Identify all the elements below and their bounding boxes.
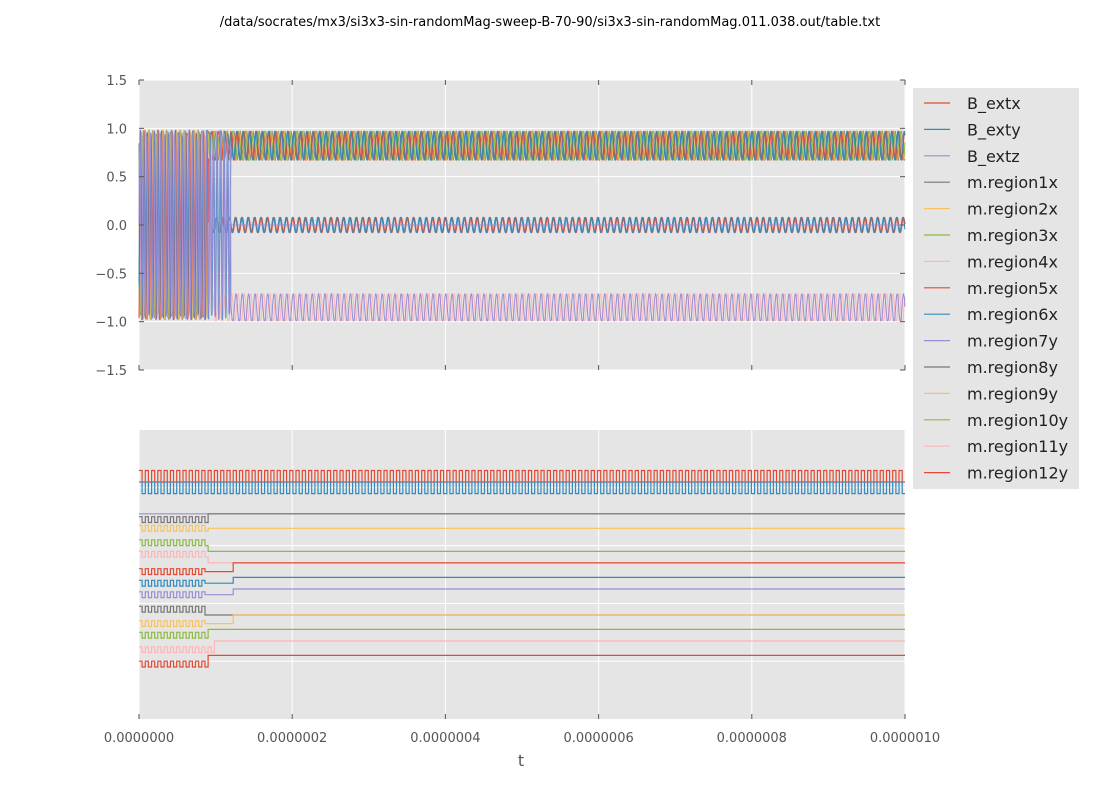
legend-label: m.region12y xyxy=(967,464,1068,483)
bottom-series-line-m.region2x xyxy=(139,524,905,532)
top-y-tick-labels: −1.5 −1.0 −0.5 0.0 0.5 1.0 1.5 xyxy=(95,74,905,379)
bottom-series-line-m.region6x xyxy=(139,576,905,587)
bottom-x-tick-label: 0.0000006 xyxy=(563,731,633,746)
bottom-x-tick-label: 0.0000000 xyxy=(104,731,174,746)
legend-label: m.region3x xyxy=(967,226,1058,245)
legend-label: B_extx xyxy=(967,94,1021,114)
bottom-series-line-m.region7y xyxy=(139,588,905,599)
legend-label: m.region10y xyxy=(967,411,1068,430)
bottom-series-line-B_extx xyxy=(139,469,905,483)
bottom-x-tick-label: 0.0000002 xyxy=(257,731,327,746)
bottom-panel: 0.0000000 0.0000002 0.0000004 0.0000006 0.00… xyxy=(104,430,940,770)
bottom-series-line-m.region1x xyxy=(139,513,905,524)
bottom-series-line-m.region10y xyxy=(139,628,905,639)
top-y-tick-label: 0.0 xyxy=(106,219,127,234)
top-y-tick-label: −1.5 xyxy=(95,364,127,379)
bottom-x-tick-label: 0.0000004 xyxy=(410,731,480,746)
top-series-lines xyxy=(138,129,906,322)
legend-box xyxy=(913,88,1079,489)
legend-label: m.region1x xyxy=(967,173,1058,192)
bottom-series-line-m.region9y xyxy=(139,614,905,628)
bottom-x-tick-label: 0.0000008 xyxy=(717,731,787,746)
bottom-series-line-m.region5x xyxy=(139,562,905,576)
legend-label: m.region4x xyxy=(967,252,1058,271)
legend-label: m.region9y xyxy=(967,384,1058,403)
top-y-tick-label: −1.0 xyxy=(95,316,127,331)
legend-label: B_exty xyxy=(967,120,1021,140)
bottom-series-line-B_exty xyxy=(139,481,905,495)
legend-label: m.region6x xyxy=(967,305,1058,324)
bottom-series-line-m.region11y xyxy=(139,640,905,654)
top-y-tick-label: 0.5 xyxy=(106,171,127,186)
top-y-tick-label: 1.5 xyxy=(106,74,127,89)
x-axis-label: t xyxy=(518,751,524,770)
top-series-line-B_exty xyxy=(138,216,906,234)
bottom-series-line-m.region3x xyxy=(139,539,905,552)
bottom-grid xyxy=(138,430,906,719)
bottom-series-lines xyxy=(139,469,905,668)
top-y-tick-label: −0.5 xyxy=(95,267,127,282)
bottom-series-line-m.region12y xyxy=(139,654,905,668)
legend-label: B_extz xyxy=(967,147,1020,167)
top-series-line-m.region7y xyxy=(138,129,906,322)
top-x-tick-marks xyxy=(138,80,906,370)
legend: B_extx B_exty B_extz m.region1x m.region2x m.… xyxy=(913,88,1079,489)
top-panel: −1.5 −1.0 −0.5 0.0 0.5 1.0 1.5 xyxy=(95,74,906,379)
legend-label: m.region8y xyxy=(967,358,1058,377)
top-y-tick-label: 1.0 xyxy=(106,122,127,137)
bottom-x-tick-labels: 0.0000000 0.0000002 0.0000004 0.0000006 0.00… xyxy=(104,714,940,746)
legend-label: m.region2x xyxy=(967,200,1058,219)
legend-label: m.region11y xyxy=(967,437,1068,456)
figure-title: /data/socrates/mx3/si3x3-sin-randomMag-s… xyxy=(220,15,880,30)
legend-items: B_extx B_exty B_extz m.region1x m.region2x m.… xyxy=(924,94,1068,483)
bottom-x-tick-label: 0.0000010 xyxy=(870,731,940,746)
legend-label: m.region5x xyxy=(967,279,1058,298)
top-series-line-m.region6x xyxy=(138,129,906,321)
legend-label: m.region7y xyxy=(967,332,1058,351)
